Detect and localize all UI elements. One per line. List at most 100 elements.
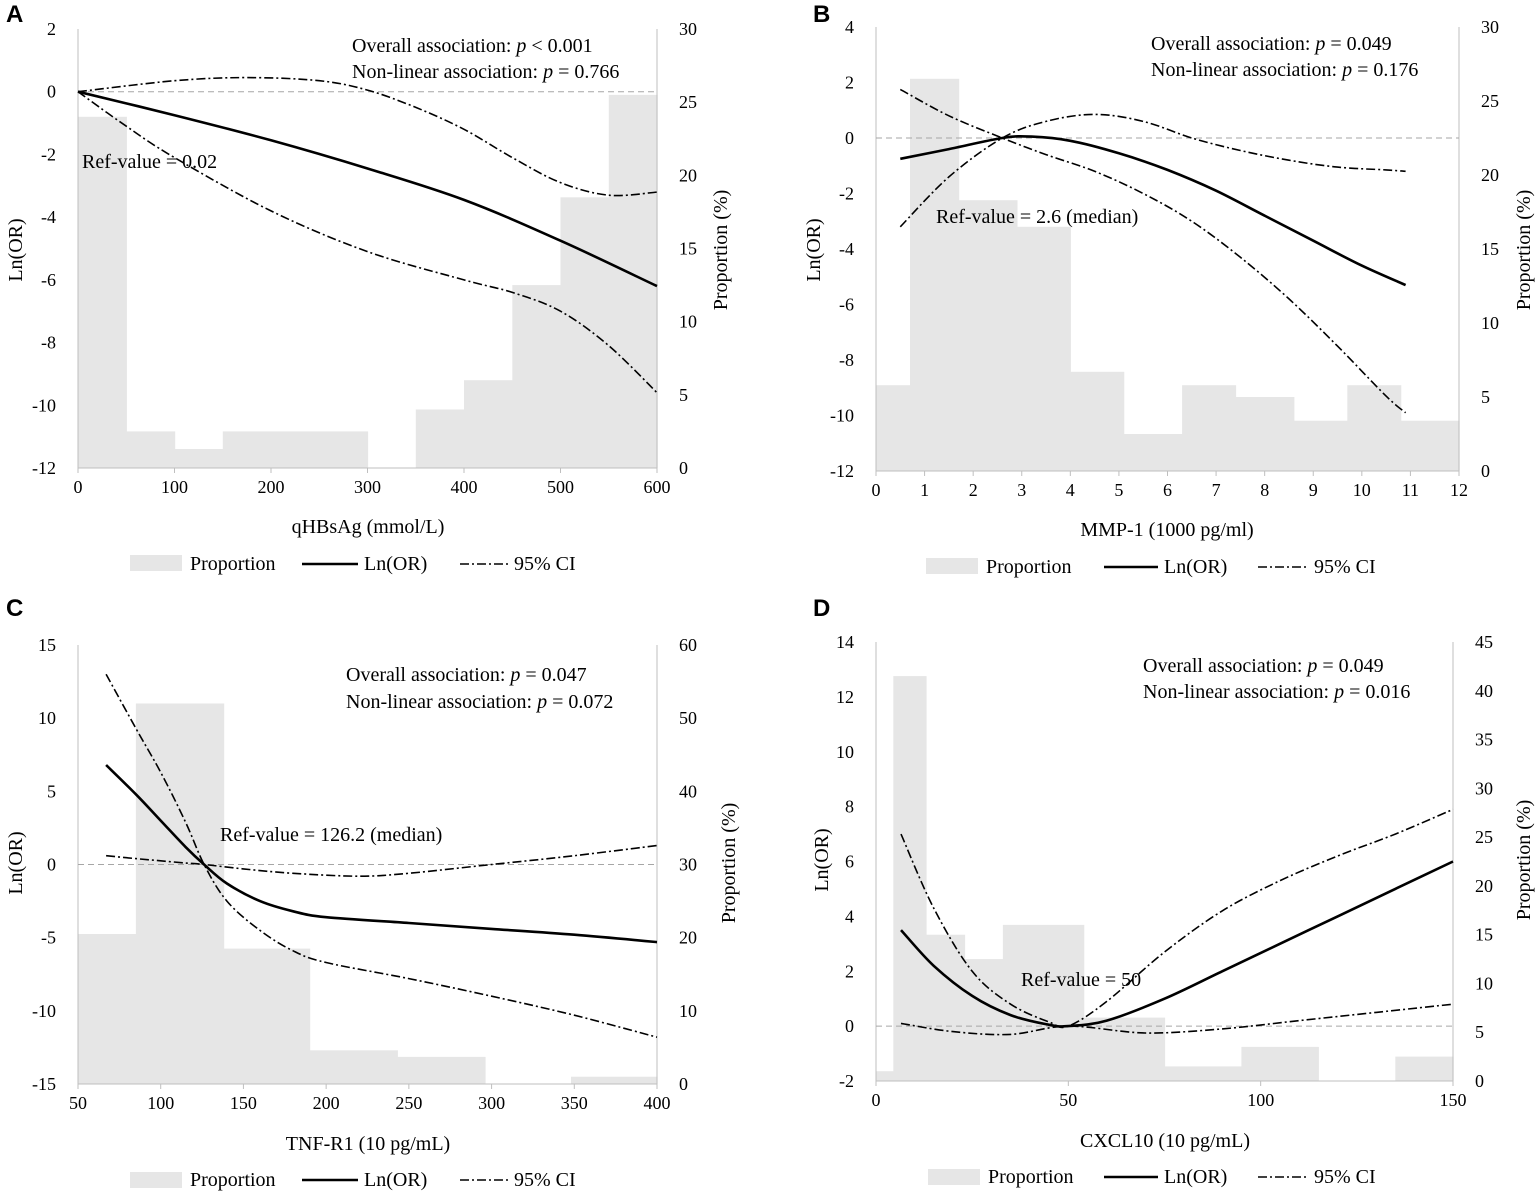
proportion-bar-c-7	[571, 1076, 658, 1084]
ref-value-d: Ref-value = 50	[1021, 969, 1141, 991]
x-tick-label-d: 50	[1059, 1090, 1077, 1110]
y2-axis-title-a: Proportion (%)	[710, 190, 732, 311]
proportion-bar-c-3	[223, 948, 311, 1084]
proportion-bar-a-4	[222, 431, 369, 468]
legend-lnor-label-c: Ln(OR)	[364, 1169, 427, 1191]
y-tick-label-c: -10	[32, 1001, 56, 1021]
y-tick-label-d: 2	[845, 961, 854, 981]
ci-lower-curve-c	[105, 673, 658, 1038]
x-axis-title-c: TNF-R1 (10 pg/mL)	[286, 1133, 450, 1155]
ci-upper-curve-d	[900, 808, 1454, 1029]
panel-a: A 0 100 200 300 400 500 600-12-10-8-6-4-202051…	[5, 1, 732, 575]
y2-tick-label-d: 5	[1475, 1022, 1484, 1042]
x-tick-label-d: 100	[1247, 1090, 1274, 1110]
legend-proportion-label-a: Proportion	[190, 553, 276, 575]
x-axis-title-b: MMP-1 (1000 pg/ml)	[1080, 519, 1253, 541]
y-tick-label-a: -8	[41, 333, 56, 353]
proportion-bar-d-8	[1241, 1046, 1319, 1081]
y-tick-label-d: 0	[845, 1016, 854, 1036]
y2-tick-label-b: 0	[1481, 461, 1490, 481]
y-tick-label-c: -5	[41, 928, 56, 948]
x-tick-label-a: 200	[258, 477, 285, 497]
plot-area-c: 50 100 150 200 250 300 350 400-15-10-5051015010…	[32, 635, 697, 1113]
proportion-bar-a-10	[608, 94, 658, 469]
ci-lower-curve-b	[899, 88, 1407, 414]
proportion-bar-b-2	[910, 78, 960, 472]
ci-upper-curve-a	[77, 76, 658, 197]
proportion-bar-b-8	[1235, 397, 1295, 471]
proportion-bar-b-7	[1182, 385, 1237, 471]
legend-c: Proportion Ln(OR) 95% CI	[130, 1169, 576, 1191]
y-tick-label-b: -6	[839, 295, 854, 315]
lnor-curve-b	[900, 134, 1407, 287]
legend-lnor-label-a: Ln(OR)	[364, 553, 427, 575]
proportion-bar-d-3	[926, 934, 966, 1081]
proportion-bar-c-4	[309, 1050, 398, 1084]
x-tick-label-b: 0	[872, 480, 881, 500]
x-tick-label-b: 11	[1402, 480, 1419, 500]
y2-tick-label-c: 50	[679, 708, 697, 728]
legend-b: Proportion Ln(OR) 95% CI	[926, 556, 1376, 578]
x-tick-label-d: 150	[1440, 1090, 1467, 1110]
legend-lnor-label-d: Ln(OR)	[1164, 1166, 1227, 1188]
proportion-bar-d-6	[1083, 1017, 1166, 1081]
y-tick-label-a: 2	[47, 19, 56, 39]
y2-tick-label-a: 10	[679, 312, 697, 332]
proportion-bar-c-1	[78, 934, 137, 1084]
x-axis-title-a: qHBsAg (mmol/L)	[292, 516, 445, 538]
y2-tick-label-b: 20	[1481, 165, 1499, 185]
ci-upper-curve-b	[899, 113, 1406, 228]
proportion-bar-c-2	[135, 703, 225, 1084]
y2-tick-label-a: 5	[679, 385, 688, 405]
y2-axis-title-b: Proportion (%)	[1513, 190, 1535, 311]
overall-association-b: Overall association: p = 0.049	[1151, 33, 1392, 55]
panel-letter-b: B	[813, 1, 830, 28]
y-tick-label-b: -8	[839, 350, 854, 370]
x-tick-label-a: 400	[451, 477, 478, 497]
proportion-bar-d-1	[876, 1071, 894, 1081]
y-tick-label-b: 4	[845, 17, 854, 37]
x-tick-label-c: 400	[644, 1093, 671, 1113]
y2-tick-label-a: 0	[679, 458, 688, 478]
ci-upper-curve-c	[106, 844, 658, 878]
y-tick-label-c: 15	[38, 635, 56, 655]
y2-tick-label-d: 20	[1475, 876, 1493, 896]
ci-lower-curve-d	[900, 1003, 1454, 1036]
legend-lnor-label-b: Ln(OR)	[1164, 556, 1227, 578]
y2-tick-label-c: 60	[679, 635, 697, 655]
y2-tick-label-d: 35	[1475, 730, 1493, 750]
y-axis-title-d: Ln(OR)	[811, 828, 833, 891]
x-tick-label-b: 3	[1017, 480, 1026, 500]
y2-tick-label-b: 15	[1481, 239, 1499, 259]
proportion-bar-a-9	[560, 197, 610, 469]
x-tick-label-c: 350	[561, 1093, 588, 1113]
proportion-bar-b-3	[958, 200, 1018, 471]
proportion-bar-a-8	[512, 285, 562, 468]
y2-axis-title-c: Proportion (%)	[718, 803, 740, 924]
proportion-bar-b-11	[1400, 420, 1460, 471]
overall-association-d: Overall association: p = 0.049	[1143, 655, 1384, 677]
overall-association-c: Overall association: p = 0.047	[346, 664, 587, 686]
x-tick-label-c: 250	[395, 1093, 422, 1113]
y2-tick-label-a: 15	[679, 239, 697, 259]
proportion-bar-a-6	[415, 409, 465, 468]
y2-tick-label-d: 10	[1475, 973, 1493, 993]
x-tick-label-b: 6	[1163, 480, 1172, 500]
proportion-bar-d-5	[1002, 924, 1085, 1081]
y-axis-title-b: Ln(OR)	[803, 218, 825, 281]
proportion-bar-d-4	[964, 959, 1004, 1081]
x-tick-label-b: 8	[1260, 480, 1269, 500]
plot-area-d: 0 50 100 150 -2 0 2 4 6 8 10 12 14 0 5 10 15 20 25 30 35 40 45	[836, 632, 1493, 1110]
y-tick-label-a: -10	[32, 395, 56, 415]
panel-c: C 50 100 150 200 250 300 350 400-15-10-50510150…	[5, 595, 740, 1191]
x-tick-label-b: 1	[920, 480, 929, 500]
x-tick-label-c: 50	[69, 1093, 87, 1113]
y2-tick-label-b: 30	[1481, 17, 1499, 37]
y-axis-title-a: Ln(OR)	[5, 218, 27, 281]
nonlinear-association-a: Non-linear association: p = 0.766	[352, 61, 619, 83]
x-tick-label-b: 4	[1066, 480, 1075, 500]
x-tick-label-b: 9	[1309, 480, 1318, 500]
y2-tick-label-d: 40	[1475, 681, 1493, 701]
y2-tick-label-b: 5	[1481, 387, 1490, 407]
